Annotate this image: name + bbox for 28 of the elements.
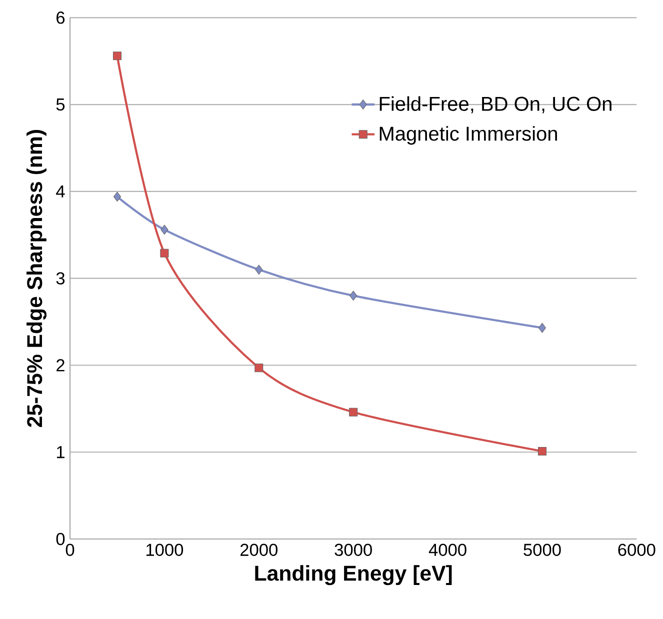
legend-label: Magnetic Immersion — [380, 126, 557, 145]
point — [538, 446, 546, 456]
point — [254, 364, 264, 372]
y-tick-label: 6 — [56, 12, 65, 24]
y-tick-label: 5 — [56, 98, 65, 111]
point — [160, 248, 169, 258]
y-tick-label: 3 — [56, 272, 65, 284]
point — [350, 290, 358, 301]
point — [112, 52, 122, 60]
x-tick-label: 5000 — [524, 544, 561, 556]
y-axis-title: 25-75% Edge Sharpness (nm) — [26, 130, 46, 427]
x-axis-title: Landing Enegy [eV] — [255, 565, 452, 586]
y-tick-label: 2 — [56, 359, 64, 372]
x-tick-label: 0 — [66, 544, 74, 556]
point — [255, 264, 263, 275]
x-tick-label: 6000 — [618, 544, 656, 556]
x-tick-label: 4000 — [428, 544, 466, 556]
y-tick-label: 1 — [56, 446, 64, 458]
point — [349, 408, 358, 416]
point — [113, 192, 121, 202]
point — [160, 224, 168, 235]
x-tick-label: 1000 — [146, 544, 184, 556]
x-tick-label: 3000 — [334, 544, 372, 556]
y-tick-label: 4 — [56, 185, 65, 198]
x-tick-label: 2000 — [240, 544, 278, 556]
y-tick-label: 0 — [56, 532, 65, 546]
point — [538, 322, 546, 333]
legend-label: Field-Free, BD On, UC On — [380, 96, 612, 114]
